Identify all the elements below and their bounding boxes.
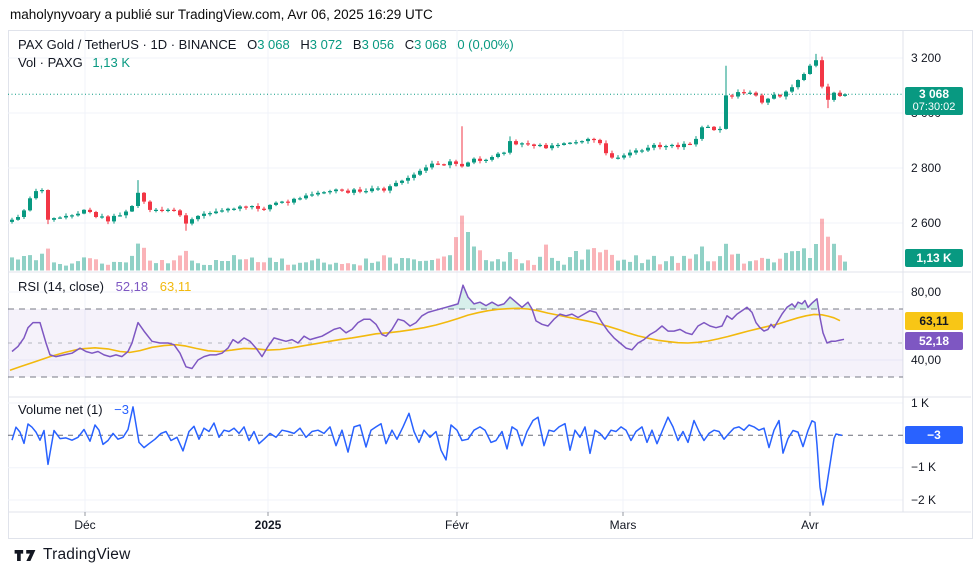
chart-widget bbox=[8, 30, 973, 539]
price-axis-label-2600: 2 600 bbox=[911, 216, 942, 230]
tradingview-logo[interactable]: TradingView bbox=[14, 546, 131, 564]
rsi-badge: 52,18 bbox=[905, 332, 963, 350]
price-pane[interactable] bbox=[8, 30, 903, 272]
volume-legend[interactable]: Vol · PAXG 1,13 K bbox=[18, 55, 130, 70]
time-axis-label-fevr: Févr bbox=[445, 518, 469, 532]
symbol-legend[interactable]: PAX Gold / TetherUS · 1D · BINANCE O3 06… bbox=[18, 37, 514, 52]
volnet-title: Volume net (1) bbox=[18, 402, 103, 417]
candlestick-series bbox=[10, 53, 847, 231]
ohlc-open-label: O bbox=[247, 37, 258, 52]
current-price-value: 3 068 bbox=[918, 87, 950, 101]
volume-label: Vol · PAXG bbox=[18, 55, 83, 70]
volnet-axis-label-1k: 1 K bbox=[911, 396, 930, 410]
volnet-value: −3 bbox=[114, 402, 129, 417]
bar-countdown: 07:30:02 bbox=[912, 101, 956, 113]
time-axis-label-2025: 2025 bbox=[254, 518, 282, 532]
volume-value: 1,13 K bbox=[92, 55, 131, 70]
ohlc-close-value: 3 068 bbox=[414, 37, 447, 52]
time-axis-label-avr: Avr bbox=[801, 518, 819, 532]
price-axis-label-3200: 3 200 bbox=[911, 51, 942, 65]
ohlc-open-value: 3 068 bbox=[257, 37, 290, 52]
rsi-title: RSI (14, close) bbox=[18, 279, 104, 294]
volnet-line bbox=[11, 406, 843, 506]
rsi-value: 52,18 bbox=[115, 279, 149, 294]
symbol-title: PAX Gold / TetherUS · 1D · BINANCE bbox=[18, 37, 237, 52]
change-value: 0 (0,00%) bbox=[457, 37, 514, 52]
rsi-ma-badge: 63,11 bbox=[905, 312, 963, 330]
rsi-axis-label-80: 80,00 bbox=[911, 285, 942, 299]
ohlc-high-label: H bbox=[300, 37, 310, 52]
grid-lines bbox=[8, 30, 903, 512]
price-axis-label-2800: 2 800 bbox=[911, 161, 942, 175]
volnet-axis-label-minus2k: −2 K bbox=[911, 493, 937, 507]
ohlc-low-label: B bbox=[352, 37, 362, 52]
time-axis-ticks bbox=[84, 512, 811, 516]
ohlc-close-label: C bbox=[404, 37, 415, 52]
ohlc-high-value: 3 072 bbox=[309, 37, 343, 52]
ohlc-low-value: 3 056 bbox=[361, 37, 395, 52]
volnet-axis-label-minus1k: −1 K bbox=[911, 460, 937, 474]
rsi-axis-label-40: 40,00 bbox=[911, 353, 942, 367]
current-price-badge: 3 068 07:30:02 bbox=[905, 87, 963, 115]
tradingview-logo-icon bbox=[14, 549, 36, 561]
time-axis-label-dec: Déc bbox=[74, 518, 96, 532]
attribution-text: maholynyvoary a publié sur TradingView.c… bbox=[10, 7, 433, 22]
volnet-badge: −3 bbox=[905, 426, 963, 444]
volume-net-pane[interactable] bbox=[8, 397, 903, 512]
volnet-legend[interactable]: Volume net (1) −3 bbox=[18, 402, 129, 417]
volume-series bbox=[10, 215, 847, 271]
rsi-legend[interactable]: RSI (14, close) 52,18 63,11 bbox=[18, 279, 191, 294]
rsi-line bbox=[11, 284, 845, 370]
time-axis-label-mars: Mars bbox=[609, 518, 637, 532]
tradingview-logo-text: TradingView bbox=[43, 546, 131, 563]
rsi-ma-value: 63,11 bbox=[159, 279, 192, 294]
volume-badge: 1,13 K bbox=[905, 249, 963, 267]
